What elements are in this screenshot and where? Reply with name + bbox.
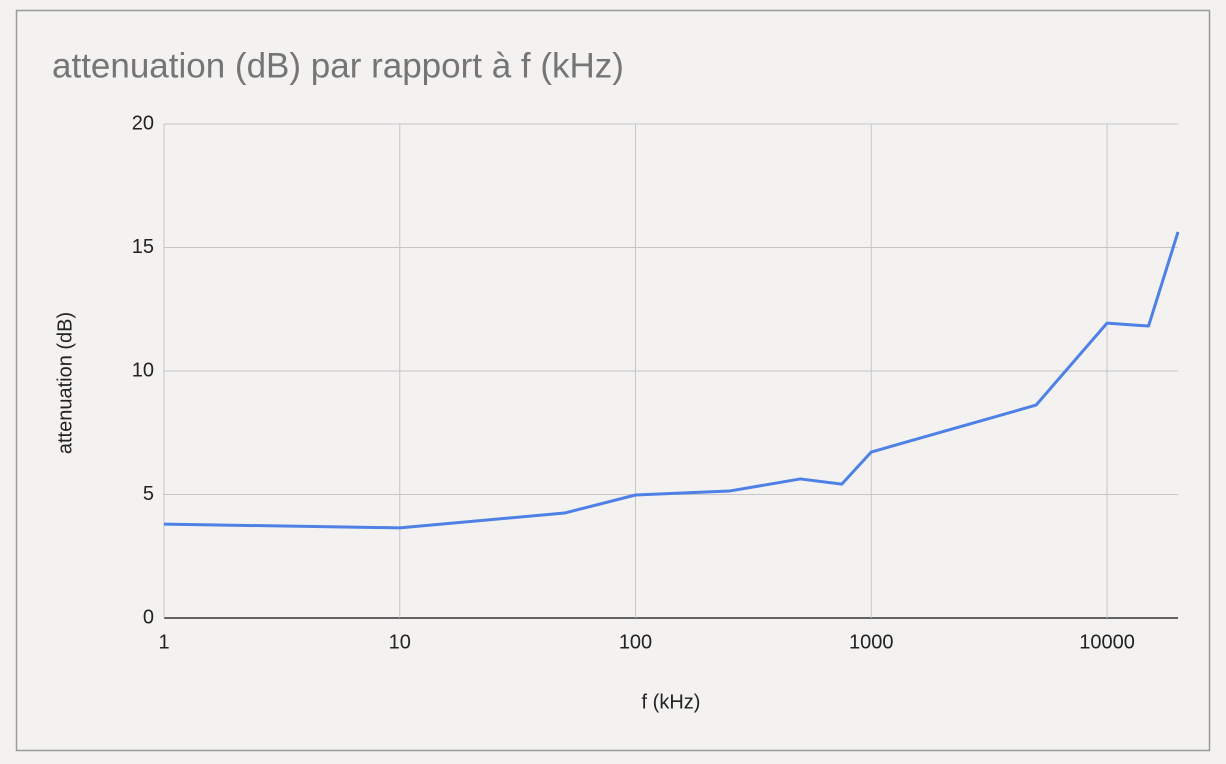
y-tick-label: 5 [143,483,154,505]
x-tick-label: 100 [619,631,652,653]
data-line [163,231,1180,530]
x-axis-label: f (kHz) [642,691,701,713]
y-tick-label: 20 [132,112,154,134]
x-tick-label: 1 [158,631,169,653]
y-axis-label: attenuation (dB) [54,312,76,454]
y-tick-label: 15 [132,236,154,258]
y-tick-label: 0 [143,606,154,628]
x-tick-label: 1000 [849,631,894,653]
chart-border [15,9,1211,752]
chart-title: attenuation (dB) par rapport à f (kHz) [52,46,624,85]
y-tick-label: 10 [132,359,154,381]
x-tick-label: 10 [389,631,411,653]
x-tick-label: 10000 [1079,631,1135,653]
